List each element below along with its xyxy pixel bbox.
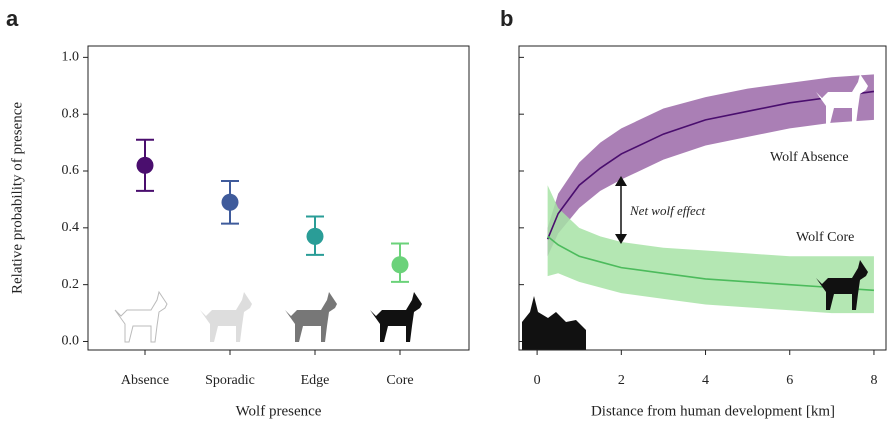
y-tick-label: 0.6 — [62, 163, 80, 178]
point — [137, 157, 154, 174]
wolf-icon — [115, 292, 167, 342]
y-tick-label: 0.0 — [62, 334, 80, 349]
legend-label: Wolf Core — [796, 230, 854, 245]
point — [392, 256, 409, 273]
x-tick-label: 2 — [618, 373, 625, 388]
x-tick-label: 4 — [702, 373, 709, 388]
point — [222, 194, 239, 211]
confidence-band — [548, 185, 874, 313]
y-tick-label: 0.8 — [62, 106, 80, 121]
figure: a 0.0 0.2 0.4 0.6 0.8 1.0 Relative probability … — [0, 0, 887, 424]
x-tick-label: 8 — [870, 373, 877, 388]
point — [307, 228, 324, 245]
x-tick-label: Sporadic — [205, 373, 255, 388]
x-axis-label: Wolf presence — [236, 403, 322, 419]
x-tick-label: Absence — [121, 373, 169, 388]
x-tick-label: Core — [386, 373, 413, 388]
town-icon — [522, 296, 586, 350]
y-tick-label: 0.2 — [62, 277, 80, 292]
x-axis-label: Distance from human development [km] — [591, 403, 835, 419]
y-tick-label: 1.0 — [62, 50, 80, 65]
panel-label: b — [500, 6, 513, 31]
wolf-icon — [200, 292, 252, 342]
wolf-icon — [285, 292, 337, 342]
x-tick-label: 0 — [534, 373, 541, 388]
wolf-icon — [370, 292, 422, 342]
y-tick-label: 0.4 — [62, 220, 80, 235]
annotation: Net wolf effect — [629, 203, 705, 218]
panel-label: a — [6, 6, 19, 31]
x-tick-label: Edge — [301, 373, 330, 388]
x-tick-label: 6 — [786, 373, 793, 388]
legend-label: Wolf Absence — [770, 150, 849, 165]
y-axis-label: Relative probability of presence — [9, 102, 25, 294]
